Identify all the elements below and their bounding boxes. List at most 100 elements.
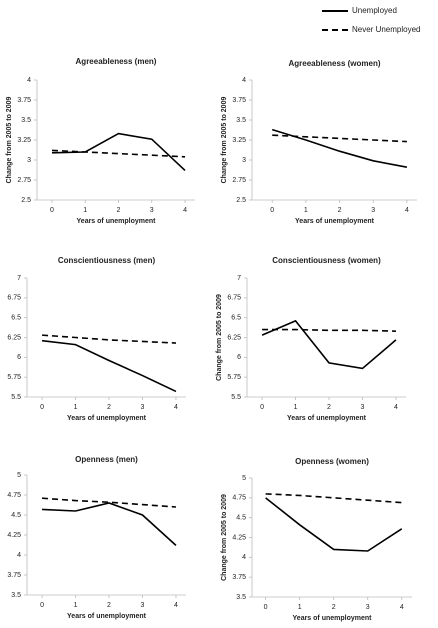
y-tick-label: 5	[17, 472, 21, 479]
y-tick-label: 3.75	[232, 574, 246, 581]
y-tick-label: 4.75	[232, 495, 246, 502]
y-axis-label: Change from 2005 to 2009	[6, 97, 13, 184]
y-tick-label: 3.75	[232, 97, 246, 104]
x-tick-label: 1	[74, 404, 78, 411]
x-tick-label: 1	[298, 604, 302, 611]
x-tick-label: 1	[74, 602, 78, 609]
y-tick-label: 2.5	[21, 197, 31, 204]
y-tick-label: 3.25	[232, 137, 246, 144]
y-tick-label: 3.75	[7, 572, 21, 579]
y-tick-label: 2.75	[232, 177, 246, 184]
y-tick-label: 5.75	[7, 374, 21, 381]
series-line	[42, 497, 177, 508]
y-tick-label: 3.5	[21, 117, 31, 124]
y-axis-label: Change from 2005 to 2009	[221, 494, 228, 581]
y-tick-label: 4	[17, 552, 21, 559]
x-tick-label: 0	[264, 604, 268, 611]
y-axis-label: Change from 2005 to 2009	[216, 294, 223, 381]
y-tick-label: 6.5	[11, 315, 21, 322]
x-tick-label: 3	[141, 602, 145, 609]
x-tick-label: 3	[141, 404, 145, 411]
y-tick-label: 6.25	[227, 334, 241, 341]
y-tick-label: 3.75	[17, 97, 31, 104]
chart-title: Conscientiousness (women)	[272, 256, 381, 265]
x-tick-label: 0	[50, 207, 54, 214]
y-tick-label: 5.5	[11, 394, 21, 401]
y-tick-label: 3	[242, 157, 246, 164]
x-axis-label: Years of unemployment	[67, 415, 147, 422]
x-tick-label: 2	[338, 207, 342, 214]
y-tick-label: 4.25	[7, 532, 21, 539]
series-line	[51, 149, 186, 158]
x-tick-label: 3	[371, 207, 375, 214]
x-tick-label: 2	[117, 207, 121, 214]
x-tick-label: 3	[150, 207, 154, 214]
x-axis-label: Years of unemployment	[77, 218, 157, 225]
y-tick-label: 3.5	[236, 594, 246, 601]
y-tick-label: 2.75	[17, 177, 31, 184]
y-tick-label: 3.5	[236, 117, 246, 124]
y-tick-label: 7	[237, 275, 241, 282]
x-tick-label: 2	[332, 604, 336, 611]
y-tick-label: 4.5	[11, 512, 21, 519]
series-line	[41, 339, 177, 393]
chart-title: Openness (men)	[75, 455, 138, 464]
y-tick-label: 3	[27, 157, 31, 164]
y-tick-label: 5	[242, 475, 246, 482]
x-tick-label: 4	[174, 602, 178, 609]
x-tick-label: 2	[327, 404, 331, 411]
x-axis-label: Years of unemployment	[287, 415, 367, 422]
x-tick-label: 0	[270, 207, 274, 214]
x-axis-label: Years of unemployment	[295, 218, 375, 225]
x-tick-label: 4	[174, 404, 178, 411]
series-line	[265, 493, 402, 504]
x-tick-label: 0	[40, 404, 44, 411]
y-tick-label: 4	[27, 77, 31, 84]
series-line	[262, 328, 396, 332]
series-line	[42, 334, 176, 344]
y-tick-label: 6	[237, 354, 241, 361]
y-tick-label: 4	[242, 554, 246, 561]
y-tick-label: 6.75	[7, 295, 21, 302]
y-tick-label: 4.75	[7, 492, 21, 499]
legend-label: Never Unemployed	[352, 25, 420, 34]
y-tick-label: 6	[17, 354, 21, 361]
y-tick-label: 6.25	[7, 334, 21, 341]
y-tick-label: 5.75	[227, 374, 241, 381]
x-tick-label: 2	[107, 404, 111, 411]
x-tick-label: 1	[294, 404, 298, 411]
chart-title: Openness (women)	[295, 457, 369, 466]
series-line	[42, 502, 177, 546]
y-tick-label: 4.25	[232, 534, 246, 541]
chart-title: Agreeableness (women)	[288, 59, 380, 68]
x-tick-label: 1	[83, 207, 87, 214]
x-tick-label: 2	[107, 602, 111, 609]
series-line	[272, 134, 407, 143]
x-tick-label: 0	[260, 404, 264, 411]
y-tick-label: 3.25	[17, 137, 31, 144]
x-tick-label: 4	[394, 404, 398, 411]
series-line	[261, 319, 397, 370]
chart-title: Conscientiousness (men)	[58, 256, 156, 265]
legend: Unemployed Never Unemployed	[322, 6, 420, 34]
series-line	[271, 128, 408, 168]
x-tick-label: 4	[405, 207, 409, 214]
x-tick-label: 3	[366, 604, 370, 611]
x-tick-label: 3	[361, 404, 365, 411]
x-tick-label: 1	[304, 207, 308, 214]
series-line	[265, 497, 403, 552]
x-tick-label: 4	[400, 604, 404, 611]
x-axis-label: Years of unemployment	[293, 615, 373, 622]
y-tick-label: 2.5	[236, 197, 246, 204]
y-tick-label: 6.5	[231, 315, 241, 322]
y-tick-label: 5.5	[231, 394, 241, 401]
chart-title: Agreeableness (men)	[76, 57, 157, 66]
x-tick-label: 4	[183, 207, 187, 214]
y-tick-label: 3.5	[11, 592, 21, 599]
legend-label: Unemployed	[352, 6, 397, 15]
y-tick-label: 4.5	[236, 515, 246, 522]
y-axis-label: Change from 2005 to 2009	[221, 97, 228, 184]
y-tick-label: 7	[17, 275, 21, 282]
x-axis-label: Years of unemployment	[67, 613, 147, 620]
